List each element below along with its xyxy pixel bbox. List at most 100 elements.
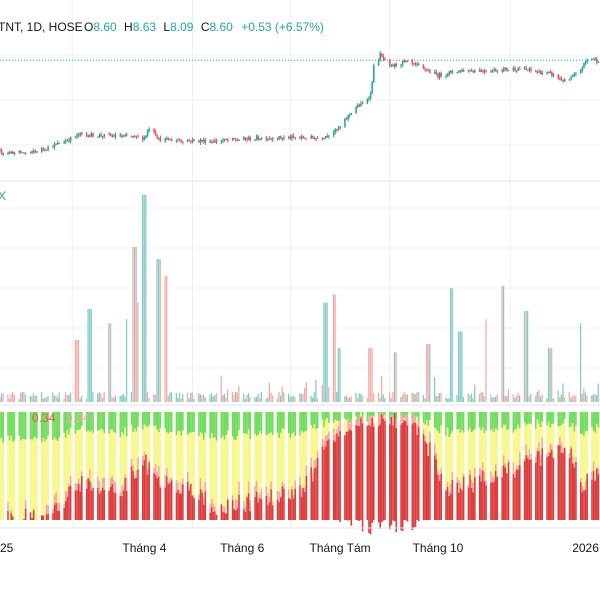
candle — [507, 69, 510, 71]
indicator-bar — [368, 412, 370, 533]
indicator-bar — [300, 412, 303, 520]
candle — [170, 137, 173, 142]
indicator-bar — [482, 412, 484, 520]
candle — [210, 140, 213, 144]
volume-bar — [395, 352, 397, 402]
candle — [133, 135, 136, 138]
volume-bar — [291, 396, 293, 402]
candle — [437, 72, 439, 80]
candle — [74, 135, 77, 138]
volume-bar — [227, 389, 229, 402]
indicator-bar — [573, 412, 576, 520]
volume-bar — [233, 394, 235, 402]
indicator-bar — [202, 412, 205, 520]
candle — [381, 52, 383, 58]
indicator-bar — [135, 412, 138, 520]
candle — [575, 72, 577, 77]
indicator-bar — [586, 412, 588, 520]
candle — [249, 135, 252, 142]
candle — [300, 134, 303, 141]
candle — [350, 112, 353, 116]
indicator-bar — [316, 412, 319, 520]
volume-bar — [148, 397, 150, 402]
volume-bar — [188, 398, 190, 402]
volume-pane-label[interactable]: X — [0, 189, 6, 203]
indicator-bar — [559, 412, 561, 520]
indicator-bar — [339, 412, 341, 522]
candle — [382, 54, 385, 62]
candle — [356, 103, 359, 109]
candle — [469, 69, 471, 72]
symbol-text[interactable]: TNT, 1D, HOSE — [0, 20, 83, 34]
indicator-bar — [328, 412, 330, 520]
volume-bar — [478, 393, 481, 402]
volume-bar — [575, 395, 577, 402]
volume-bar — [76, 339, 78, 402]
volume-bar — [20, 392, 22, 402]
volume-bar — [490, 394, 492, 402]
candle — [254, 139, 256, 142]
indicator-bar — [525, 412, 527, 520]
candle — [403, 59, 406, 63]
volume-bar — [244, 398, 246, 402]
volume-bar — [164, 275, 166, 402]
indicator-bar — [227, 412, 229, 520]
volume-bar — [281, 386, 283, 402]
candle — [260, 137, 263, 141]
candle — [538, 68, 540, 73]
candle — [56, 140, 59, 145]
indicator-bar — [451, 412, 454, 520]
indicator-bar — [76, 412, 78, 520]
indicator-bar — [390, 412, 393, 525]
indicator-bar — [42, 412, 45, 520]
indicator-bar — [271, 412, 274, 520]
candle — [281, 137, 284, 142]
indicator-bar — [7, 412, 9, 520]
indicator-bar — [20, 412, 22, 520]
volume-bar — [493, 397, 495, 402]
candle — [429, 68, 431, 74]
indicator-bar — [494, 412, 497, 520]
volume-bar — [56, 397, 59, 402]
volume-bar — [74, 339, 76, 402]
candle — [390, 64, 393, 68]
volume-bar — [411, 392, 413, 402]
indicator-bar — [276, 412, 279, 520]
candle — [77, 132, 80, 138]
candle — [579, 68, 582, 74]
candle — [411, 58, 414, 67]
volume-bar — [98, 392, 100, 402]
volume-bar — [461, 331, 463, 402]
x-tick-label: Tháng 4 — [122, 541, 166, 555]
indicator-bar — [504, 412, 507, 520]
candle — [435, 69, 438, 76]
indicator-bar — [283, 412, 285, 520]
volume-bar — [392, 391, 394, 402]
candle — [109, 132, 112, 137]
volume-bar — [528, 396, 530, 402]
volume-bar — [581, 393, 583, 402]
indicator-bar — [68, 412, 70, 520]
indicator-bar — [483, 412, 486, 520]
candle — [154, 129, 157, 136]
candle — [355, 106, 357, 114]
candle — [64, 138, 67, 145]
candle — [111, 133, 114, 138]
volume-bar — [448, 397, 450, 402]
indicator-bar — [493, 412, 495, 520]
volume-bar — [332, 294, 335, 402]
candle — [236, 138, 239, 142]
candle — [12, 150, 14, 155]
indicator-bar — [506, 412, 508, 520]
volume-bar — [69, 392, 72, 402]
candle — [289, 134, 292, 141]
volume-bar — [425, 344, 428, 402]
candle — [467, 69, 470, 73]
volume-bar — [315, 379, 317, 402]
indicator-bar — [433, 412, 436, 520]
volume-bar — [103, 391, 105, 402]
volume-bar — [316, 398, 319, 402]
volume-bar — [223, 393, 226, 402]
volume-bar — [42, 398, 44, 402]
